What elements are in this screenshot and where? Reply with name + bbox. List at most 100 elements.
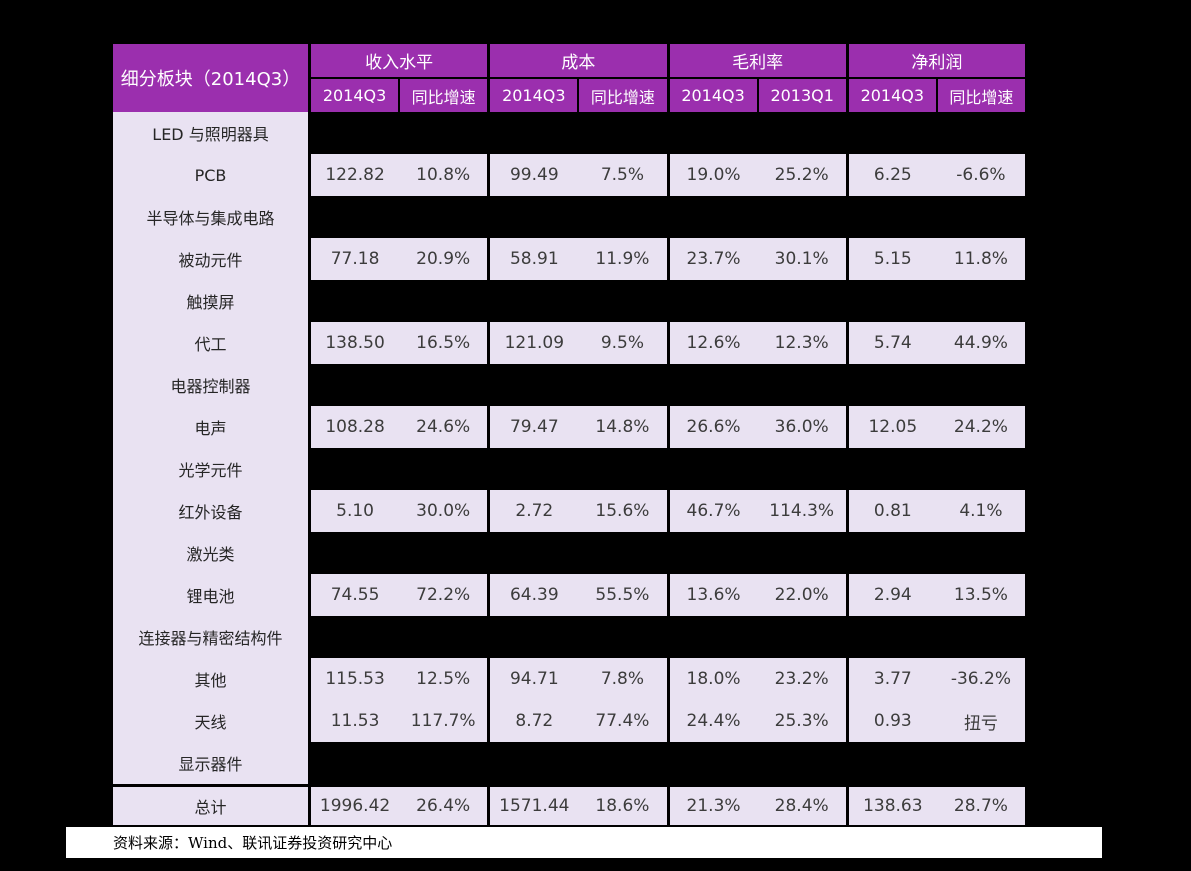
row-data (311, 616, 1025, 658)
column-separator (666, 658, 670, 700)
data-group: 0.81 4.1% (848, 490, 1025, 532)
data-group: 94.71 7.8% (490, 658, 667, 700)
data-group: 24.4% 25.3% (669, 700, 846, 742)
table-cell: 24.4% (686, 711, 741, 731)
subheader-cell: 2014Q3 (669, 79, 757, 112)
table-cell: 扭亏 (963, 713, 998, 734)
row-label: 半导体与集成电路 (113, 196, 308, 238)
column-separator (487, 238, 491, 280)
subheader-cell: 2014Q3 (311, 79, 399, 112)
row-label: PCB (113, 154, 308, 196)
table-cell: 121.09 (504, 333, 565, 353)
column-separator (308, 742, 311, 784)
column-separator (308, 616, 311, 658)
data-group: 5.74 44.9% (848, 322, 1025, 364)
data-group: 115.53 12.5% (311, 658, 488, 700)
table-cell: 115.53 (325, 669, 385, 689)
column-separator (308, 154, 311, 196)
column-separator (666, 322, 670, 364)
row-data: 77.18 20.9% 58.91 11.9% 23.7% 30.1% 5.15 11.8% (311, 238, 1025, 280)
data-group: 19.0% 25.2% (669, 154, 846, 196)
table-cell: 12.6% (686, 333, 741, 353)
table-cell: 7.8% (600, 669, 645, 689)
table-cell: 138.63 (863, 796, 923, 816)
row-data: 5.10 30.0% 2.72 15.6% 46.7% 114.3% 0.81 4.1% (311, 490, 1025, 532)
subheader-group-net-profit: 2014Q3 同比增速 (848, 79, 1025, 112)
subheader-cell: 同比增速 (937, 79, 1025, 112)
row-label: LED 与照明器具 (113, 112, 308, 154)
table-body: LED 与照明器具 PCB 122.82 10.8% 99.49 7.5% 19.0% 2… (113, 112, 1025, 825)
table-row: 半导体与集成电路 (113, 196, 1025, 238)
data-group: 5.10 30.0% (311, 490, 488, 532)
row-data: 122.82 10.8% 99.49 7.5% 19.0% 25.2% 6.25 -6.6% (311, 154, 1025, 196)
data-group: 1996.42 26.4% (311, 787, 488, 825)
column-separator (487, 700, 491, 742)
data-group: 26.6% 36.0% (669, 406, 846, 448)
table-cell: 1571.44 (499, 796, 570, 816)
table-cell: 14.8% (595, 417, 650, 437)
table-cell: 5.10 (336, 501, 374, 521)
column-separator (845, 154, 849, 196)
table-cell: 1996.42 (319, 796, 391, 816)
table-cell: 18.6% (595, 796, 650, 816)
subheader-cell: 2013Q1 (758, 79, 846, 112)
column-separator (845, 406, 849, 448)
source-note: 资料来源：Wind、联讯证券投资研究中心 (66, 827, 1102, 858)
table-row: 激光类 (113, 532, 1025, 574)
segment-financials-table: 细分板块（2014Q3） 收入水平 成本 毛利率 净利润 2014Q3 (113, 44, 1025, 825)
table-row: 总计 1996.42 26.4% 1571.44 18.6% 21.3% 28.4% 138… (113, 787, 1025, 825)
column-separator (308, 406, 311, 448)
column-separator (308, 44, 311, 112)
table-cell: 11.9% (595, 249, 650, 269)
table-cell: 0.93 (873, 711, 912, 731)
table-cell: 55.5% (595, 585, 650, 605)
column-separator (845, 658, 849, 700)
column-separator (487, 322, 491, 364)
table-cell: 0.81 (873, 501, 912, 521)
column-separator (845, 322, 849, 364)
row-label: 其他 (113, 658, 308, 700)
column-separator (308, 787, 311, 825)
data-group: 23.7% 30.1% (669, 238, 846, 280)
row-data: 1996.42 26.4% 1571.44 18.6% 21.3% 28.4% 138.63… (311, 787, 1025, 825)
column-separator (487, 406, 491, 448)
row-data (311, 364, 1025, 406)
column-separator (756, 79, 759, 112)
table-row: 代工 138.50 16.5% 121.09 9.5% 12.6% 12.3% 5.74 44… (113, 322, 1025, 364)
column-separator (487, 787, 491, 825)
column-separator (845, 44, 849, 77)
table-cell: -36.2% (950, 669, 1011, 689)
data-group: 77.18 20.9% (311, 238, 488, 280)
column-separator (308, 280, 311, 322)
table-cell: 30.1% (774, 249, 829, 269)
table-cell: 94.71 (509, 669, 559, 689)
table-cell: 58.91 (509, 249, 559, 269)
row-label: 总计 (113, 787, 308, 825)
table-cell: 24.6% (416, 417, 471, 437)
table-row: LED 与照明器具 (113, 112, 1025, 154)
column-separator (845, 238, 849, 280)
table-row: 显示器件 (113, 742, 1025, 784)
subheader-cell: 2014Q3 (490, 79, 578, 112)
table-cell: 6.25 (873, 165, 912, 185)
table-cell: 99.49 (509, 165, 559, 185)
column-separator (666, 787, 670, 825)
column-separator (487, 154, 491, 196)
data-group: 64.39 55.5% (490, 574, 667, 616)
row-data: 74.55 72.2% 64.39 55.5% 13.6% 22.0% 2.94 13.5% (311, 574, 1025, 616)
column-separator (487, 658, 491, 700)
table-cell: 7.5% (600, 165, 645, 185)
row-data (311, 196, 1025, 238)
table-cell: 11.53 (330, 711, 380, 731)
column-separator (845, 787, 849, 825)
table-cell: 8.72 (515, 711, 554, 731)
total-row-divider (113, 784, 1025, 787)
row-label: 代工 (113, 322, 308, 364)
group-header-revenue: 收入水平 (311, 44, 488, 77)
group-header-cost: 成本 (490, 44, 667, 77)
table-cell: 74.55 (330, 585, 380, 605)
table-row: 红外设备 5.10 30.0% 2.72 15.6% 46.7% 114.3% 0.81 4.… (113, 490, 1025, 532)
table-cell: 5.74 (873, 333, 912, 353)
column-separator (666, 574, 670, 616)
table-cell: 12.5% (416, 669, 471, 689)
